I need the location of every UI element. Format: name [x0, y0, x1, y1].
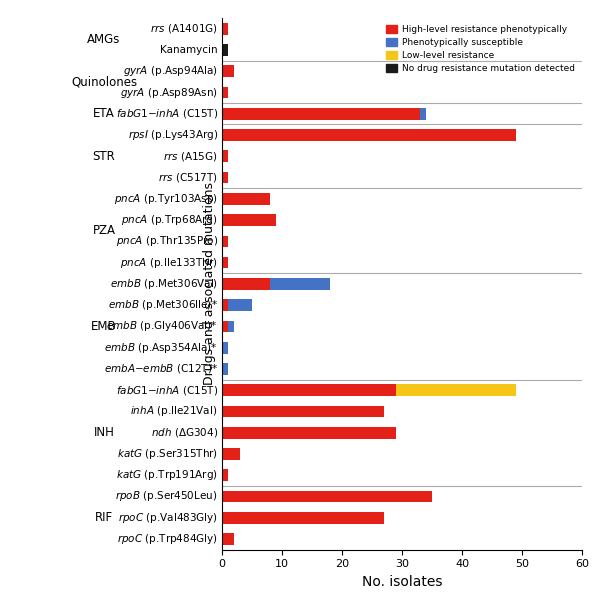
Bar	[222, 512, 384, 524]
Y-axis label: Drugs and associated mutations: Drugs and associated mutations	[203, 182, 217, 385]
Text: $\it{gyrA}$ (p.Asp94Ala): $\it{gyrA}$ (p.Asp94Ala)	[123, 64, 218, 79]
Text: $\it{katG}$ (p.Ser315Thr): $\it{katG}$ (p.Ser315Thr)	[117, 447, 218, 461]
Bar	[222, 65, 234, 77]
Text: $\it{pncA}$ (p.Ile133Thr): $\it{pncA}$ (p.Ile133Thr)	[120, 255, 218, 269]
Bar	[222, 278, 270, 290]
Bar	[222, 469, 228, 481]
Bar	[222, 406, 384, 417]
Bar	[222, 342, 228, 353]
Bar	[270, 278, 330, 290]
Bar	[228, 300, 252, 311]
Bar	[420, 108, 426, 120]
Bar	[222, 172, 228, 184]
Text: $\it{katG}$ (p.Trp191Arg): $\it{katG}$ (p.Trp191Arg)	[116, 468, 218, 482]
Bar	[222, 87, 228, 98]
Text: $\it{ndh}$ (ΔG304): $\it{ndh}$ (ΔG304)	[151, 426, 218, 439]
Text: $\it{rrs}$ (A1401G): $\it{rrs}$ (A1401G)	[150, 22, 218, 35]
Bar	[222, 257, 228, 268]
Text: $\it{rpoB}$ (p.Ser450Leu): $\it{rpoB}$ (p.Ser450Leu)	[115, 489, 218, 504]
Bar	[222, 23, 228, 34]
Text: $\it{rpsI}$ (p.Lys43Arg): $\it{rpsI}$ (p.Lys43Arg)	[128, 128, 218, 142]
Bar	[222, 193, 270, 205]
Bar	[222, 129, 516, 141]
Bar	[222, 448, 240, 460]
Text: PZA: PZA	[92, 224, 115, 237]
Text: $\it{pncA}$ (p.Trp68Arg): $\it{pncA}$ (p.Trp68Arg)	[121, 213, 218, 227]
Text: $\it{pncA}$ (p.Tyr103Asp): $\it{pncA}$ (p.Tyr103Asp)	[114, 192, 218, 206]
Bar	[228, 321, 234, 332]
Text: $\it{rpoC}$ (p.Val483Gly): $\it{rpoC}$ (p.Val483Gly)	[118, 511, 218, 525]
Text: $\it{gyrA}$ (p.Asp89Asn): $\it{gyrA}$ (p.Asp89Asn)	[120, 86, 218, 100]
Bar	[222, 150, 228, 162]
Legend: High-level resistance phenotypically, Phenotypically susceptible, Low-level resi: High-level resistance phenotypically, Ph…	[384, 22, 577, 76]
Bar	[222, 363, 228, 374]
Text: STR: STR	[92, 150, 115, 163]
Text: $\it{pncA}$ (p.Thr135Pro): $\it{pncA}$ (p.Thr135Pro)	[116, 234, 218, 248]
Bar	[222, 384, 396, 396]
Text: RIF: RIF	[95, 511, 113, 524]
Text: $\it{embB}$ (p.Met306Val): $\it{embB}$ (p.Met306Val)	[110, 277, 218, 291]
Text: AMGs: AMGs	[87, 33, 121, 46]
Text: $\it{inhA}$ (p.Ile21Val): $\it{inhA}$ (p.Ile21Val)	[130, 405, 218, 419]
Text: $\it{fabG1{-}inhA}$ (C15T): $\it{fabG1{-}inhA}$ (C15T)	[116, 108, 218, 120]
Text: $\it{rrs}$ (A15G): $\it{rrs}$ (A15G)	[163, 150, 218, 163]
Text: $\it{rpoC}$ (p.Trp484Gly): $\it{rpoC}$ (p.Trp484Gly)	[117, 532, 218, 546]
Bar	[222, 108, 420, 120]
Text: $\it{embB}$ (p.Gly406Val)*: $\it{embB}$ (p.Gly406Val)*	[106, 320, 218, 333]
Text: Quinolones: Quinolones	[71, 76, 137, 88]
X-axis label: No. isolates: No. isolates	[362, 575, 442, 589]
Text: $\it{embB}$ (p.Met306Ile)*: $\it{embB}$ (p.Met306Ile)*	[108, 298, 218, 312]
Bar	[222, 44, 228, 56]
Text: $\it{rrs}$ (C517T): $\it{rrs}$ (C517T)	[158, 171, 218, 184]
Text: $\it{fabG1{-}inhA}$ (C15T): $\it{fabG1{-}inhA}$ (C15T)	[116, 384, 218, 397]
Text: $\it{embA{-}embB}$ (C12T)*: $\it{embA{-}embB}$ (C12T)*	[104, 362, 218, 376]
Text: EMB: EMB	[91, 320, 117, 333]
Text: Kanamycin: Kanamycin	[160, 45, 218, 55]
Text: ETA: ETA	[93, 108, 115, 120]
Text: INH: INH	[94, 426, 115, 439]
Bar	[222, 490, 432, 503]
Text: $\it{embB}$ (p.Asp354Ala)*: $\it{embB}$ (p.Asp354Ala)*	[104, 341, 218, 355]
Bar	[222, 236, 228, 247]
Bar	[222, 533, 234, 545]
Bar	[222, 214, 276, 226]
Bar	[396, 384, 516, 396]
Bar	[222, 321, 228, 332]
Bar	[222, 300, 228, 311]
Bar	[222, 427, 396, 439]
